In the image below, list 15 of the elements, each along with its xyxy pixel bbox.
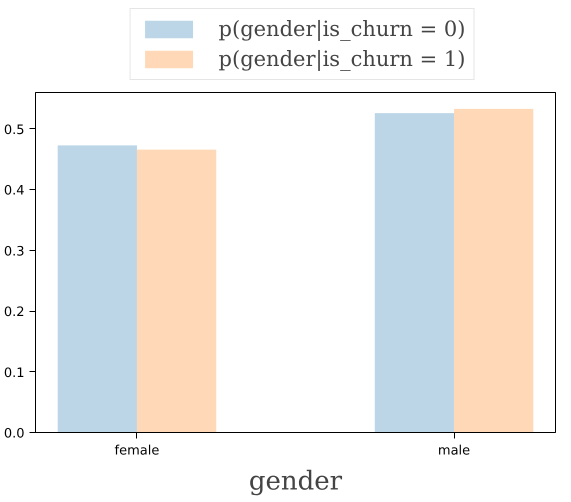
y-tick-label: 0.3: [4, 244, 25, 260]
legend-label: p(gender|is_churn = 0): [218, 17, 466, 41]
legend-label: p(gender|is_churn = 1): [218, 47, 466, 71]
x-tick-label: female: [114, 444, 160, 458]
y-tick-label: 0.5: [4, 122, 25, 138]
bar: [454, 108, 534, 432]
y-tick-label: 0.2: [4, 305, 25, 320]
bar: [374, 113, 454, 432]
x-axis-title: gender: [248, 466, 343, 496]
x-tick-label: male: [438, 444, 470, 458]
y-tick-label: 0.1: [4, 366, 25, 381]
y-tick-label: 0.4: [4, 184, 25, 199]
bar: [58, 145, 137, 432]
bar: [136, 150, 216, 432]
y-tick-label: 0.0: [4, 426, 25, 442]
